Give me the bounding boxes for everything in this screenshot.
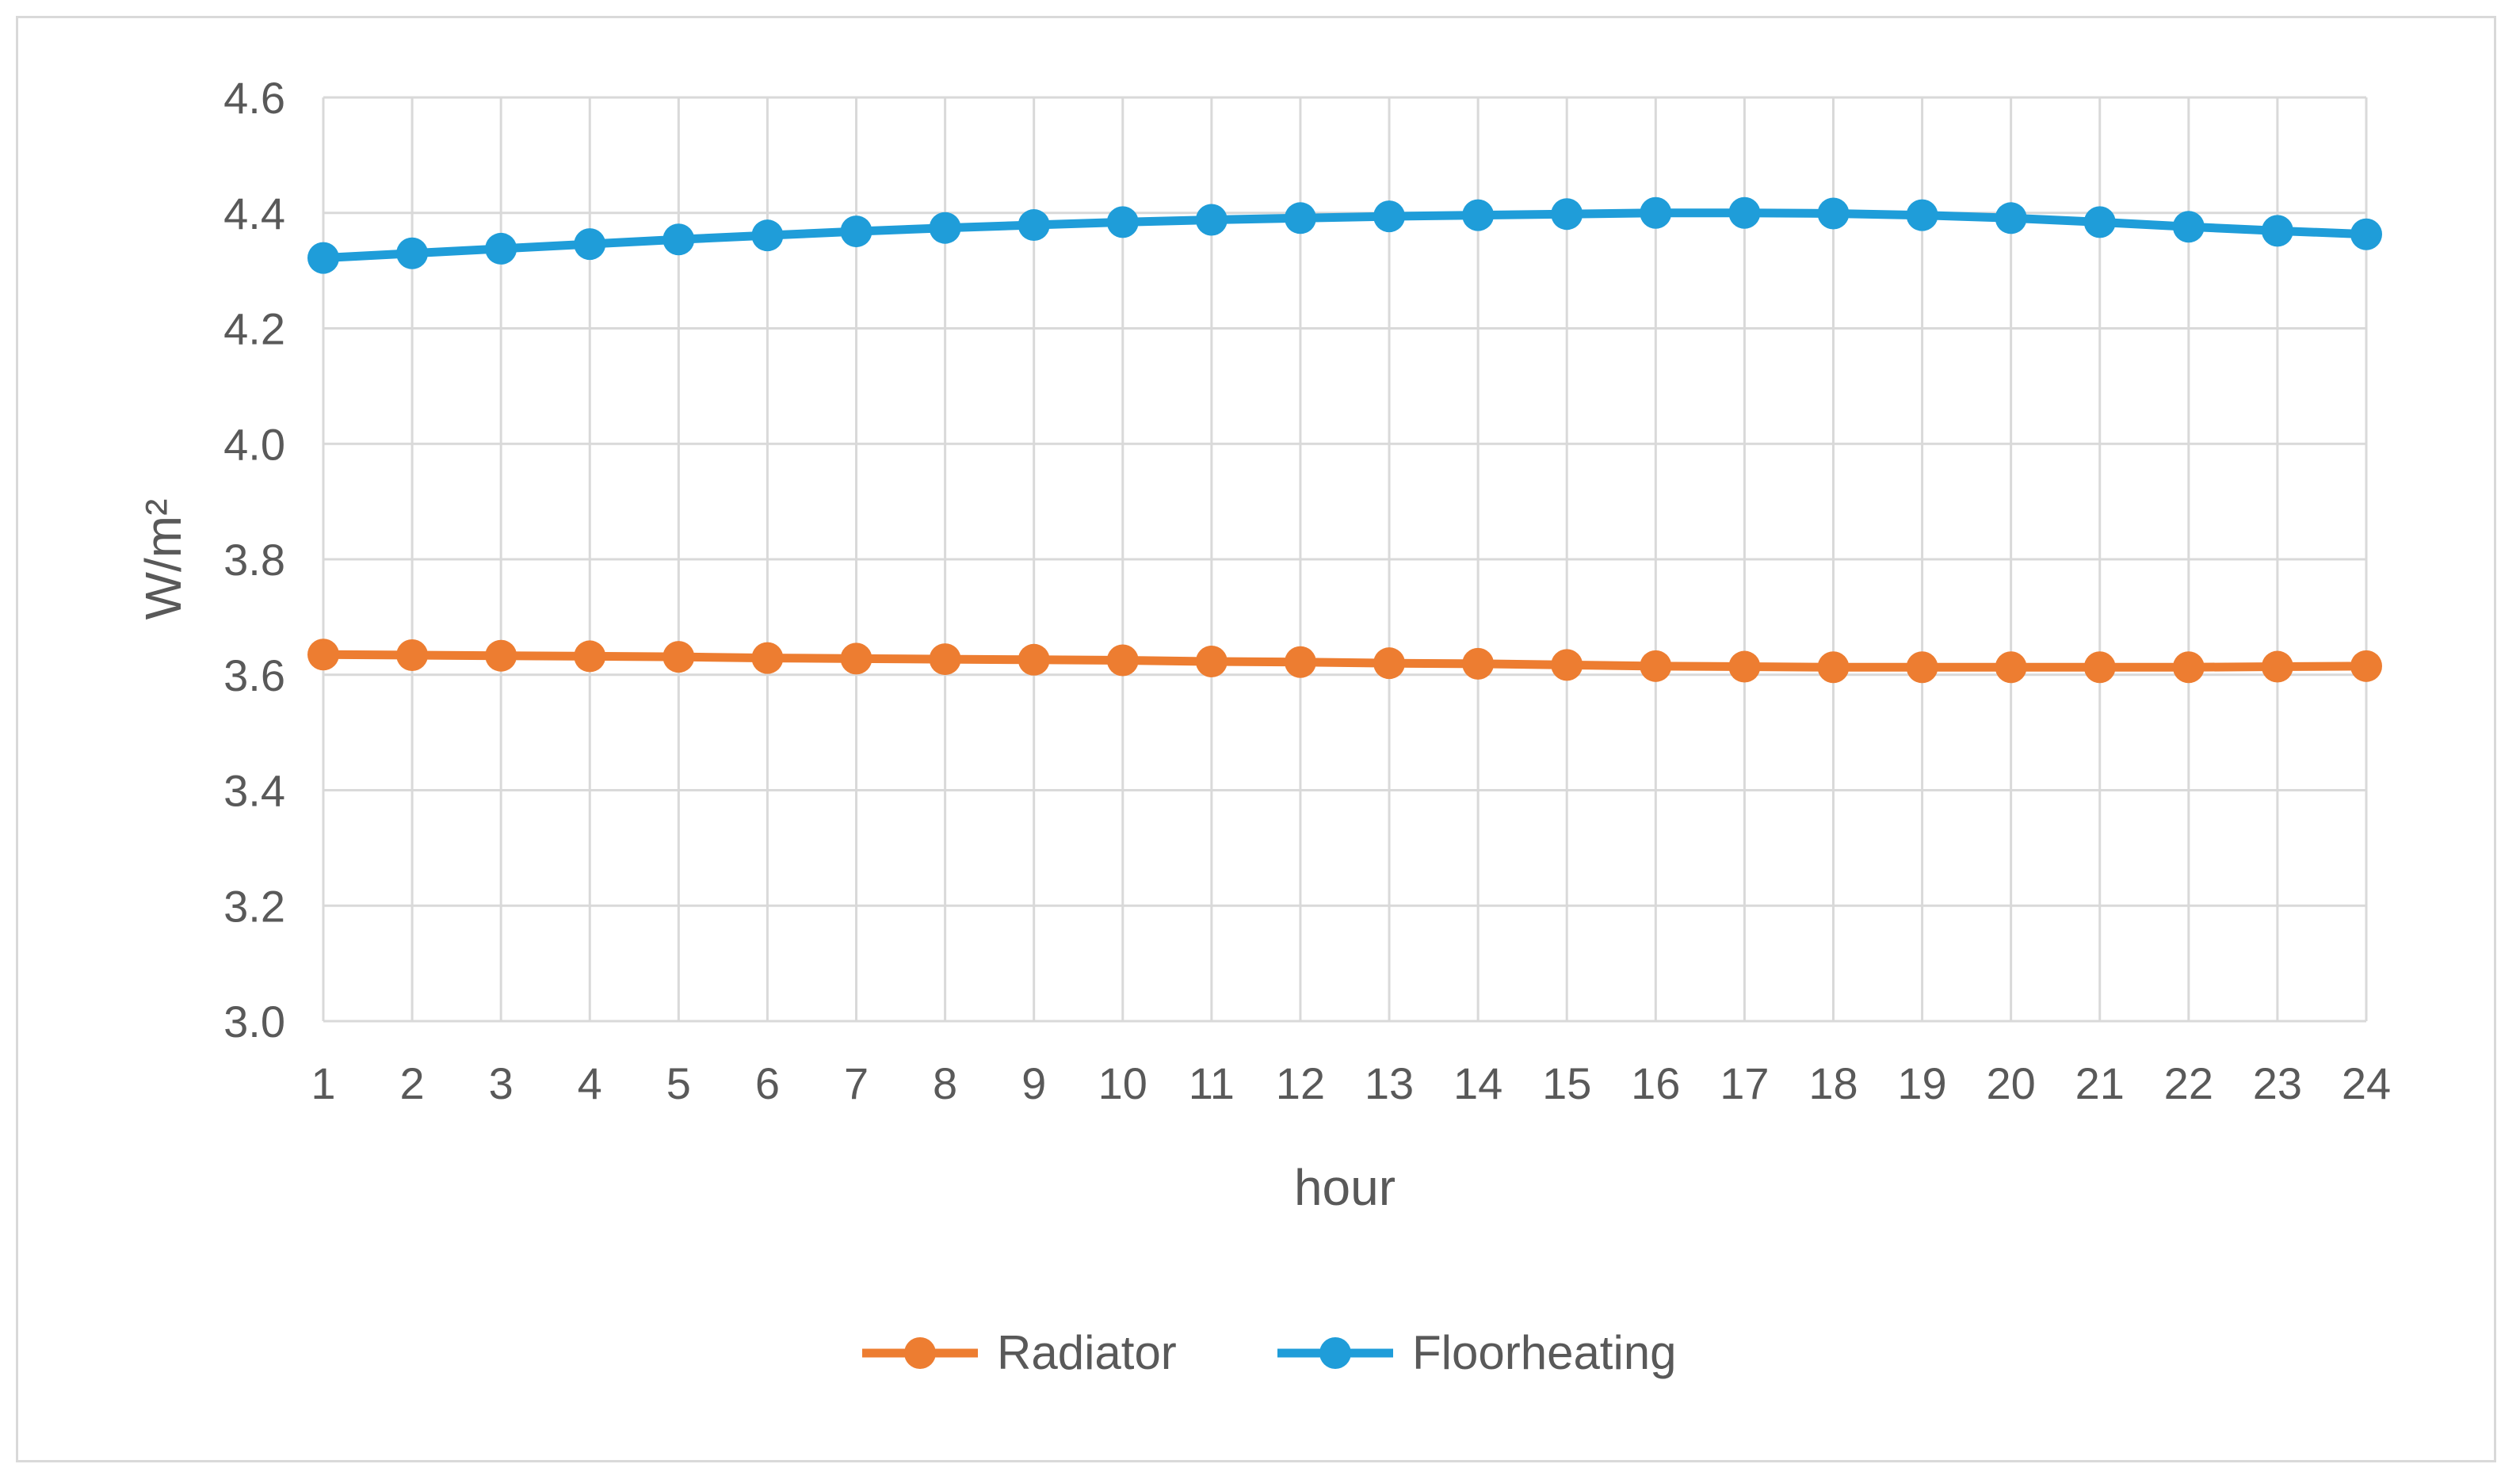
data-point <box>662 641 695 673</box>
x-tick-label: 13 <box>1365 1058 1414 1108</box>
data-point <box>1640 196 1672 229</box>
data-point <box>1995 651 2027 684</box>
x-tick-label: 6 <box>755 1058 780 1108</box>
series-radiator <box>307 639 2382 684</box>
legend-label: Floorheating <box>1412 1326 1677 1379</box>
data-point <box>2350 218 2382 250</box>
legend-label: Radiator <box>997 1326 1177 1379</box>
data-point <box>1728 650 1761 683</box>
data-point <box>1640 650 1672 682</box>
series-line <box>319 208 2371 263</box>
data-point <box>307 242 339 274</box>
data-point <box>751 642 784 674</box>
data-point <box>1018 209 1050 242</box>
data-point <box>307 639 339 671</box>
data-point <box>840 642 872 675</box>
y-tick-label: 4.6 <box>223 73 285 123</box>
series-floorheating <box>307 196 2382 274</box>
x-tick-label: 14 <box>1453 1058 1502 1108</box>
data-point <box>1284 202 1316 234</box>
data-point <box>751 219 784 252</box>
x-tick-label: 9 <box>1021 1058 1046 1108</box>
data-point <box>2083 651 2116 684</box>
data-point <box>1106 206 1139 238</box>
data-point <box>485 232 517 265</box>
legend-item-radiator: Radiator <box>862 1326 1177 1379</box>
data-point <box>1462 647 1495 680</box>
series-lines <box>307 196 2382 684</box>
data-point <box>1995 202 2027 234</box>
x-tick-label: 5 <box>666 1058 691 1108</box>
data-point <box>1195 204 1228 236</box>
x-axis-title: hour <box>1294 1159 1396 1216</box>
data-point <box>2172 651 2205 684</box>
x-tick-label: 8 <box>933 1058 957 1108</box>
data-point <box>1462 199 1495 231</box>
x-tick-label: 23 <box>2253 1058 2302 1108</box>
x-tick-label: 10 <box>1098 1058 1147 1108</box>
legend-swatch-marker <box>904 1337 936 1369</box>
data-point <box>840 215 872 248</box>
data-point <box>1817 651 1850 684</box>
x-tick-label: 2 <box>400 1058 425 1108</box>
y-tick-label: 3.4 <box>223 766 285 816</box>
legend: Radiator Floorheating <box>862 1326 1677 1379</box>
data-point <box>662 223 695 256</box>
data-point <box>1906 199 1938 231</box>
x-tick-label: 20 <box>1987 1058 2036 1108</box>
data-point <box>574 228 606 261</box>
data-point <box>1373 647 1406 680</box>
x-tick-label: 7 <box>844 1058 869 1108</box>
data-point <box>1106 644 1139 677</box>
data-point <box>485 639 517 672</box>
data-point <box>1195 645 1228 677</box>
x-tick-label: 4 <box>578 1058 602 1108</box>
y-tick-label: 3.6 <box>223 650 285 700</box>
y-tick-label: 3.8 <box>223 535 285 585</box>
data-point <box>1551 649 1583 681</box>
x-tick-label: 11 <box>1189 1058 1235 1108</box>
x-tick-label: 16 <box>1631 1058 1680 1108</box>
data-point <box>929 212 961 244</box>
data-point <box>2172 211 2205 243</box>
legend-swatch-marker <box>1319 1337 1351 1369</box>
y-tick-label: 3.0 <box>223 997 285 1046</box>
y-tick-label: 4.2 <box>223 304 285 354</box>
line-chart: 3.03.23.43.63.84.04.24.44.61 2 3 4 5 6 7 8 9 10 11… <box>135 73 2391 1379</box>
x-tick-label: 24 <box>2342 1058 2391 1108</box>
x-tick-label: 19 <box>1897 1058 1946 1108</box>
data-point <box>2083 206 2116 238</box>
data-point <box>1284 646 1316 678</box>
legend-item-floorheating: Floorheating <box>1277 1326 1677 1379</box>
y-axis-title: W/m² <box>135 499 192 620</box>
data-point <box>1817 197 1850 230</box>
x-tick-label: 22 <box>2164 1058 2213 1108</box>
x-tick-label: 1 <box>311 1058 335 1108</box>
x-tick-label: 15 <box>1542 1058 1591 1108</box>
data-point <box>929 643 961 676</box>
y-tick-label: 3.2 <box>223 881 285 931</box>
x-tick-label: 18 <box>1808 1058 1858 1108</box>
data-point <box>396 237 429 269</box>
series-line <box>319 650 2371 672</box>
y-tick-label: 4.0 <box>223 419 285 469</box>
gridlines <box>322 96 2368 1023</box>
y-tick-label: 4.4 <box>223 189 285 238</box>
data-point <box>1018 643 1050 676</box>
data-point <box>2261 215 2293 247</box>
chart-frame: 3.0 3.2 3.4 3.6 3.8 4.0 4.2 4.4 4.6 1 2 3 4 5 6 7 8 9 10 11… <box>16 16 2496 1462</box>
data-point <box>1728 196 1761 229</box>
data-point <box>1906 651 1938 684</box>
axes: 3.03.23.43.63.84.04.24.44.61 2 3 4 5 6 7 8 9 10 11… <box>223 73 2391 1108</box>
data-point <box>2261 650 2293 683</box>
data-point <box>2350 650 2382 682</box>
x-tick-label: 3 <box>489 1058 514 1108</box>
data-point <box>1373 200 1406 233</box>
data-point <box>1551 198 1583 231</box>
data-point <box>574 640 606 673</box>
x-tick-label: 17 <box>1720 1058 1769 1108</box>
data-point <box>396 639 429 671</box>
x-tick-label: 12 <box>1276 1058 1325 1108</box>
x-tick-label: 21 <box>2075 1058 2125 1108</box>
